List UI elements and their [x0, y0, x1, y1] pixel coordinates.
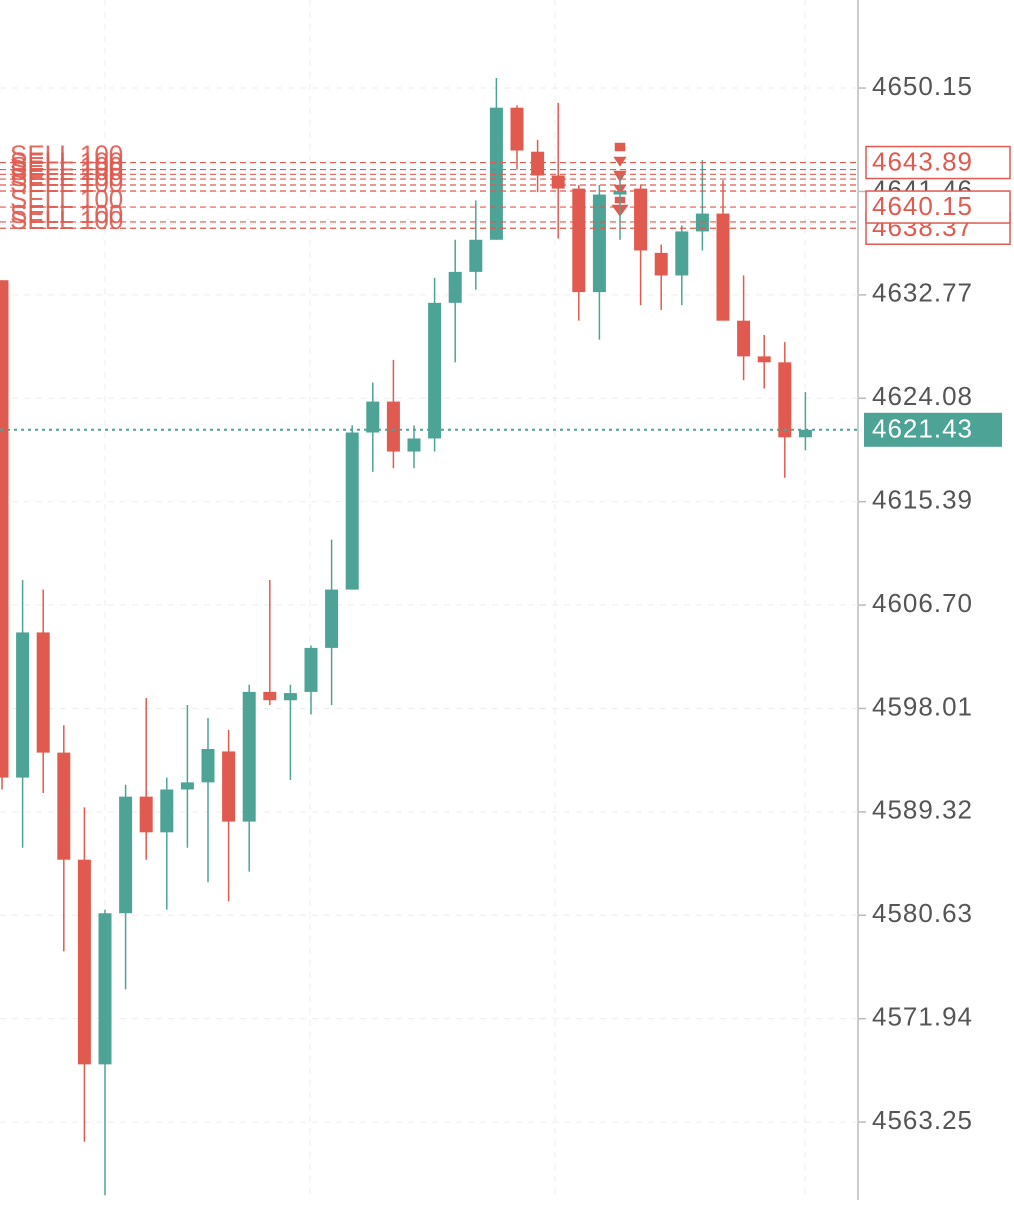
y-tick-label: 4589.32	[872, 795, 973, 825]
candle-body	[201, 749, 215, 783]
candle-body	[325, 589, 339, 648]
candle-body	[469, 239, 483, 272]
candle-body	[304, 647, 318, 692]
candle-body	[675, 231, 689, 276]
order-label: SELL 100	[10, 139, 123, 169]
candle-body	[531, 151, 545, 176]
y-tick-label: 4632.77	[872, 278, 973, 308]
candle-body	[283, 693, 297, 701]
candle-body	[366, 401, 380, 433]
candle-body	[407, 438, 421, 452]
sell-arrow	[610, 141, 630, 170]
sell-markers	[608, 141, 632, 220]
candle-body	[737, 320, 751, 357]
candle-body	[36, 632, 50, 753]
order-label: SELL 100	[10, 199, 123, 229]
candle-body	[448, 271, 462, 303]
y-tick-label: 4571.94	[872, 1002, 973, 1032]
candle-body	[222, 751, 236, 822]
price-tag-label: 4640.15	[872, 191, 973, 221]
candle-body	[139, 796, 153, 833]
y-tick-label: 4598.01	[872, 691, 973, 721]
candle-body	[428, 302, 442, 439]
candle-body	[98, 913, 112, 1065]
candle-body	[16, 632, 30, 778]
y-tick-label: 4580.63	[872, 898, 973, 928]
candle-body	[654, 252, 668, 276]
candle-body	[57, 752, 71, 860]
price-tag-label: 4643.89	[872, 146, 973, 176]
price-tag-box	[865, 190, 1011, 224]
candle-body	[634, 188, 648, 251]
candle-body	[242, 691, 256, 822]
price-tag-box	[865, 145, 1011, 180]
order-label: SELL 100	[10, 205, 123, 235]
order-label: SELL 100	[10, 156, 123, 186]
candle-body	[0, 280, 9, 778]
last-price-tag	[864, 412, 1002, 447]
y-tick-label: 4624.08	[872, 381, 973, 411]
candle-body	[263, 691, 277, 701]
y-tick-label: 4563.25	[872, 1105, 973, 1135]
order-label: SELL 100	[10, 146, 123, 176]
candle-body	[778, 362, 792, 438]
candle-body	[510, 107, 524, 151]
candle-body	[572, 188, 586, 293]
order-label: SELL 100	[10, 184, 123, 214]
last-price-label: 4621.43	[872, 414, 973, 444]
vertical-grid	[104, 0, 806, 1200]
y-tick-label: 4606.70	[872, 588, 973, 618]
y-tick-label: 4650.15	[872, 71, 973, 101]
candle-body	[77, 859, 91, 1065]
order-label: SELL 100	[10, 151, 123, 181]
candle-body	[386, 401, 400, 452]
candle-body	[551, 175, 565, 189]
candle-body	[798, 429, 812, 438]
candle-body	[180, 782, 194, 790]
candle-body	[716, 213, 730, 321]
candle-body	[592, 194, 606, 293]
candle-body	[613, 190, 627, 195]
order-label: SELL 100	[10, 168, 123, 198]
candle-body	[160, 789, 174, 833]
order-label: SELL 100	[10, 162, 123, 192]
candle-body	[757, 356, 771, 363]
candle-body	[345, 432, 359, 590]
y-tick-label: 4615.39	[872, 485, 973, 515]
candle-body	[119, 796, 133, 914]
